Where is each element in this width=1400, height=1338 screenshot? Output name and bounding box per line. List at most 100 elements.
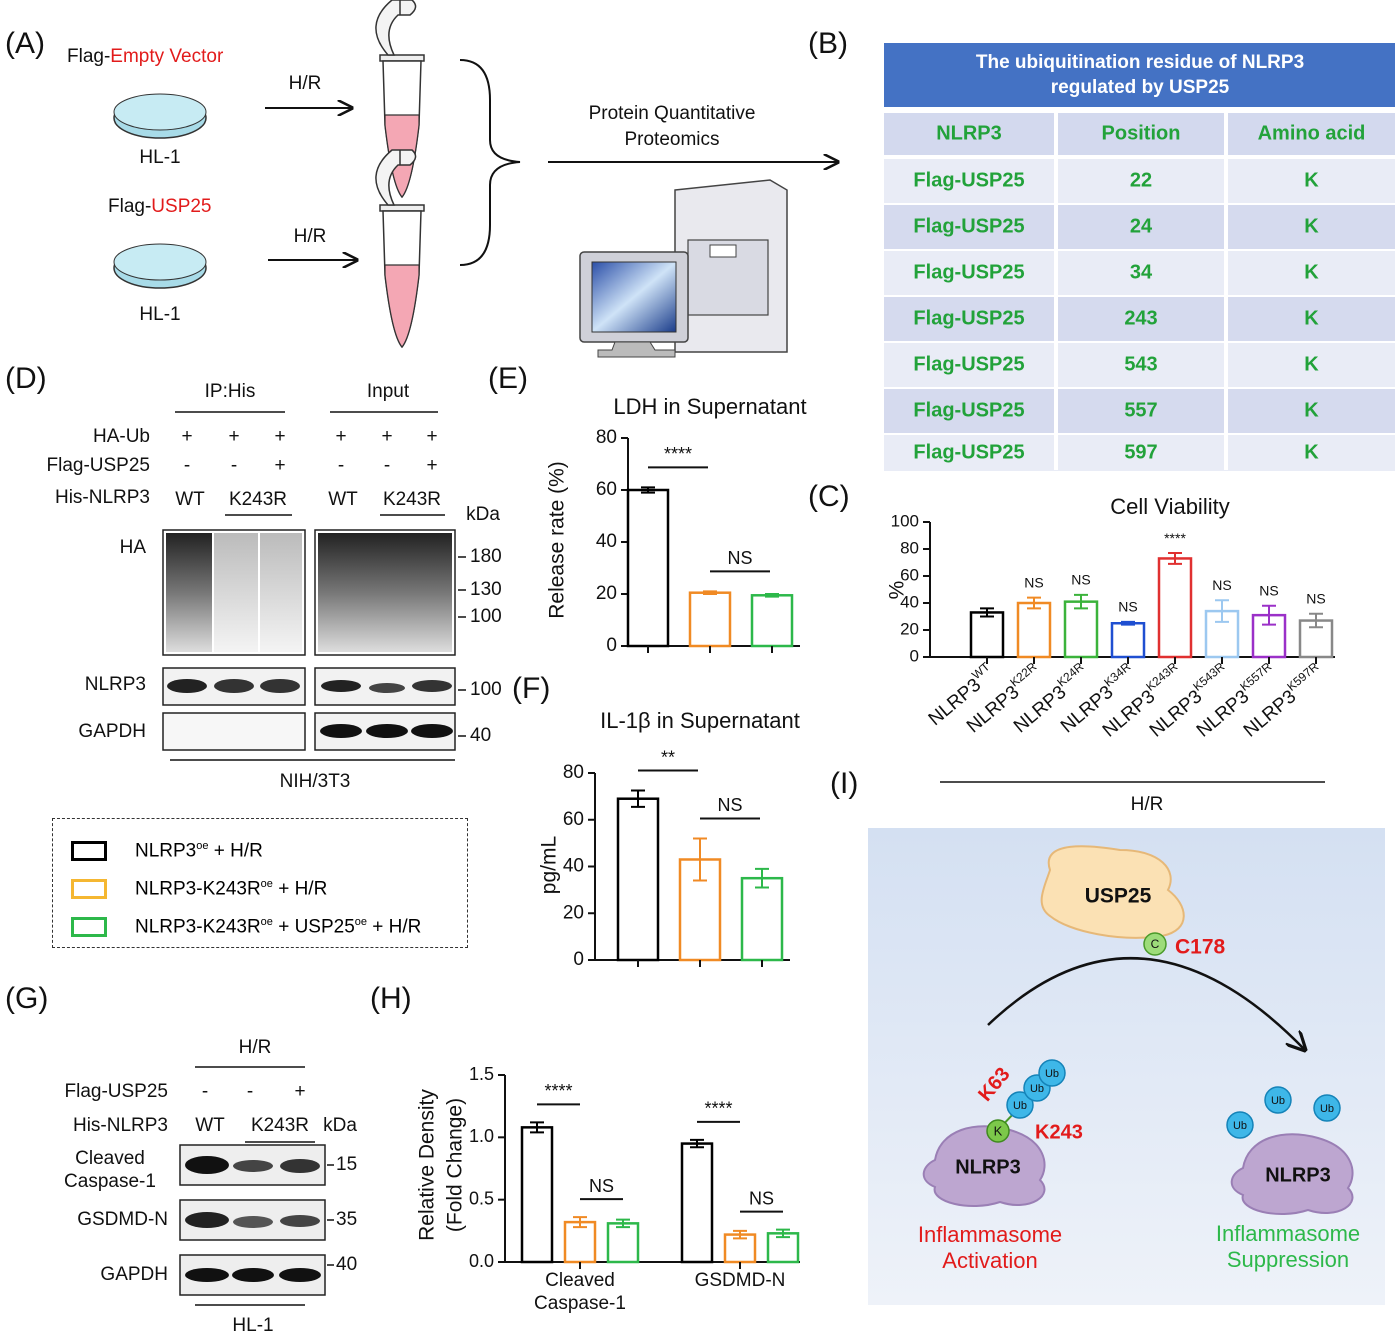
y-tick-label: 0 xyxy=(910,646,919,665)
legend-swatch xyxy=(71,879,107,899)
row-cell: - xyxy=(247,1081,253,1102)
residue-label: K243 xyxy=(1035,1121,1083,1143)
chart-title: IL-1β in Supernatant xyxy=(600,708,800,733)
legend-part: + H/R xyxy=(208,840,263,862)
table-header: Position xyxy=(1102,122,1181,144)
panel-label: (H) xyxy=(370,982,412,1015)
ub-label: Ub xyxy=(1030,1083,1044,1095)
blot-label: NLRP3 xyxy=(85,674,146,695)
table-cell: Flag-USP25 xyxy=(913,169,1024,191)
table-cell: 557 xyxy=(1124,399,1157,421)
error-bar xyxy=(776,1228,790,1239)
table-cell: K xyxy=(1304,441,1319,463)
error-bar xyxy=(631,789,645,808)
legend-swatch xyxy=(71,841,107,861)
category-base: NLRP3 xyxy=(1193,686,1253,741)
marker-label: 100 xyxy=(470,679,502,700)
legend-text: NLRP3oe + H/R xyxy=(135,840,263,862)
row-cell: + xyxy=(274,426,285,447)
row-cell: + xyxy=(294,1081,305,1102)
ub-label: Ub xyxy=(1233,1120,1247,1132)
ub-label: Ub xyxy=(1320,1103,1334,1115)
significance-label: NS xyxy=(749,1188,774,1208)
computer xyxy=(579,179,788,358)
table-cell: Flag-USP25 xyxy=(913,307,1024,329)
marker-label: 180 xyxy=(470,546,502,567)
table-header: NLRP3 xyxy=(936,122,1002,144)
cell-label: HL-1 xyxy=(139,304,180,325)
significance-label: NS xyxy=(717,795,742,815)
y-axis-label: Release rate (%) xyxy=(546,461,569,619)
table-cell: Flag-USP25 xyxy=(913,215,1024,237)
table-cell: Flag-USP25 xyxy=(913,261,1024,283)
error-bar xyxy=(641,486,655,494)
table-header-bg xyxy=(884,113,1395,155)
panel-label: (E) xyxy=(488,362,528,395)
table-row-bg xyxy=(884,389,1395,433)
legend-superscript: oe xyxy=(260,877,273,890)
legend-superscript: oe xyxy=(260,915,273,928)
site-letter: C xyxy=(1151,937,1160,951)
significance-label: NS xyxy=(589,1176,614,1196)
table-cell: K xyxy=(1304,399,1319,421)
bar xyxy=(606,1222,640,1264)
substrate-label: NLRP3 xyxy=(955,1156,1021,1178)
y-tick-label: 20 xyxy=(563,902,584,923)
table: The ubiquitination residue of NLRP3 regu… xyxy=(884,43,1395,107)
row-label: His-NLRP3 xyxy=(55,487,150,508)
error-bar xyxy=(703,590,717,595)
construct-label: Flag-Empty Vector xyxy=(67,46,224,67)
kda-label: kDa xyxy=(323,1115,357,1136)
y-tick-label: 0.0 xyxy=(469,1251,494,1271)
schematic xyxy=(868,828,1385,1305)
row-cell: + xyxy=(274,455,285,476)
significance-label: NS xyxy=(1118,599,1137,615)
genotype: K243R xyxy=(251,1115,309,1136)
panel-label: (G) xyxy=(5,982,48,1015)
y-tick-label: 0 xyxy=(606,635,617,656)
treatment-label: H/R xyxy=(294,226,327,247)
y-tick-label: 1.0 xyxy=(469,1126,494,1146)
error-bar xyxy=(755,867,769,889)
legend-superscript: oe xyxy=(354,915,368,928)
error-bar xyxy=(693,837,707,882)
x-group-label: H/R xyxy=(1131,794,1164,815)
table-cell: K xyxy=(1304,261,1319,283)
substrate-label: NLRP3 xyxy=(1265,1164,1331,1186)
cell-label: HL-1 xyxy=(139,147,180,168)
significance-label: NS xyxy=(1024,574,1043,590)
table-cell: Flag-USP25 xyxy=(913,353,1024,375)
bar xyxy=(626,488,670,648)
significance-label: ** xyxy=(661,747,675,767)
genotype: WT xyxy=(195,1115,225,1136)
bar xyxy=(740,876,784,962)
significance-label: NS xyxy=(727,548,752,568)
cell-label: HL-1 xyxy=(232,1315,273,1336)
legend-part: NLRP3 xyxy=(135,840,197,862)
ub-label: Ub xyxy=(1013,1100,1027,1112)
table-cell: 34 xyxy=(1130,261,1153,283)
error-bar xyxy=(1027,596,1041,610)
table-title-bg xyxy=(884,43,1395,107)
row-label: Flag-USP25 xyxy=(65,1081,169,1102)
prefix: Flag- xyxy=(108,196,151,217)
blot-label: GAPDH xyxy=(100,1264,168,1285)
state-label: Inflammasome Activation xyxy=(917,1222,1063,1274)
legend-part: + USP25 xyxy=(272,916,355,938)
row-cell: + xyxy=(381,426,392,447)
bar xyxy=(1063,600,1099,659)
row-cell: + xyxy=(426,426,437,447)
bar xyxy=(750,594,794,648)
table-cell: 243 xyxy=(1124,307,1157,329)
marker-label: 35 xyxy=(336,1209,357,1230)
category-superscript: K243R xyxy=(1143,659,1180,694)
error-bar xyxy=(690,1138,704,1149)
error-bar xyxy=(765,593,779,598)
panel-label: (A) xyxy=(5,27,45,60)
y-tick-label: 40 xyxy=(563,856,584,877)
bar xyxy=(969,611,1005,659)
blot-header: H/R xyxy=(239,1037,272,1058)
y-tick-label: 20 xyxy=(596,583,617,604)
row-cell: - xyxy=(231,455,237,476)
